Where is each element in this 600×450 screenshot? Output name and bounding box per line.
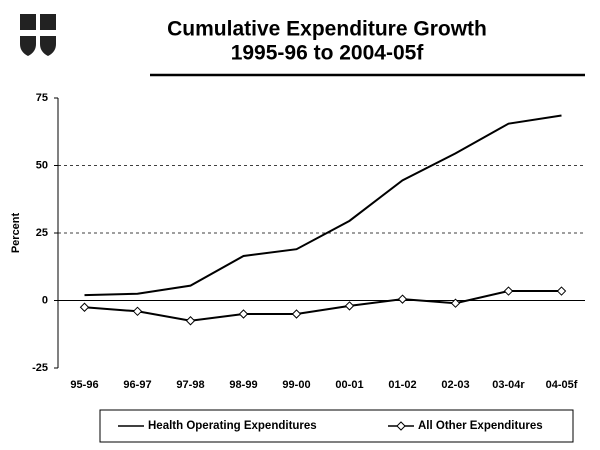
legend-box xyxy=(99,409,574,443)
point-marker xyxy=(397,294,408,304)
y-tick-label: 25 xyxy=(36,227,48,239)
x-tick-label: 98-99 xyxy=(229,379,257,391)
series-line xyxy=(84,290,562,322)
y-tick-label: 75 xyxy=(36,92,48,104)
x-tick-label: 99-00 xyxy=(282,379,310,391)
x-tick-label: 95-96 xyxy=(70,379,98,391)
x-tick-label: 96-97 xyxy=(123,379,151,391)
chart-subtitle: 1995-96 to 2004-05f xyxy=(231,42,425,65)
x-tick-label: 02-03 xyxy=(441,379,469,391)
legend-label: All Other Expenditures xyxy=(418,420,543,432)
logo xyxy=(20,14,56,56)
point-marker xyxy=(450,298,461,308)
y-tick-label: 50 xyxy=(36,159,48,171)
x-tick-label: 00-01 xyxy=(335,379,363,391)
series-line xyxy=(84,114,562,297)
x-tick-label: 01-02 xyxy=(388,379,416,391)
point-marker xyxy=(79,302,90,312)
x-tick-label: 03-04r xyxy=(492,379,525,391)
legend-label: Health Operating Expenditures xyxy=(148,420,317,432)
point-marker xyxy=(291,309,302,319)
point-marker xyxy=(185,316,196,326)
point-marker xyxy=(344,301,355,311)
point-marker xyxy=(503,286,514,296)
y-tick-label: 0 xyxy=(42,294,48,306)
point-marker xyxy=(132,306,143,317)
legend-marker xyxy=(396,421,406,431)
y-axis-label: Percent xyxy=(10,212,22,253)
x-tick-label: 04-05f xyxy=(546,379,578,391)
chart-title: Cumulative Expenditure Growth xyxy=(167,18,487,41)
point-marker xyxy=(238,309,249,319)
y-tick-label: -25 xyxy=(32,362,48,374)
x-tick-label: 97-98 xyxy=(176,379,204,391)
point-marker xyxy=(556,286,567,296)
